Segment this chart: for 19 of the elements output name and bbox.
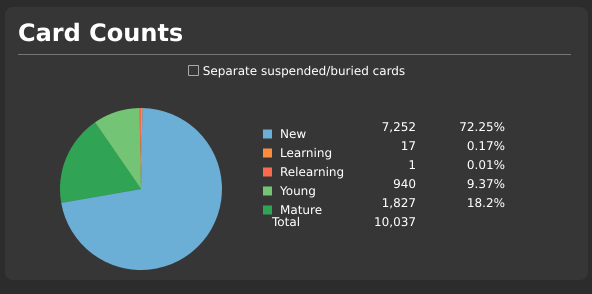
text: 18.2% xyxy=(466,196,505,210)
data-label: 940 xyxy=(393,177,416,191)
text: Total xyxy=(272,215,300,229)
data-label: 1,827 xyxy=(382,196,416,210)
legend-label: Mature xyxy=(280,203,322,217)
legend-label: New xyxy=(280,127,306,141)
data-label: 7,252 xyxy=(382,120,416,134)
text: 0.17% xyxy=(466,139,505,153)
legend-label: Learning xyxy=(280,146,332,160)
chart-title: Card Counts xyxy=(18,19,184,47)
data-label: 1 xyxy=(408,158,416,172)
text: 9.37% xyxy=(466,177,505,191)
text: 72.25% xyxy=(459,120,505,134)
text: Separate suspended/buried cards xyxy=(202,64,406,78)
text: 0.01% xyxy=(466,158,505,172)
legend-label: Relearning xyxy=(280,165,344,179)
text: 10,037 xyxy=(374,215,416,229)
legend-label: Young xyxy=(279,184,316,198)
data-label: 17 xyxy=(400,139,416,153)
